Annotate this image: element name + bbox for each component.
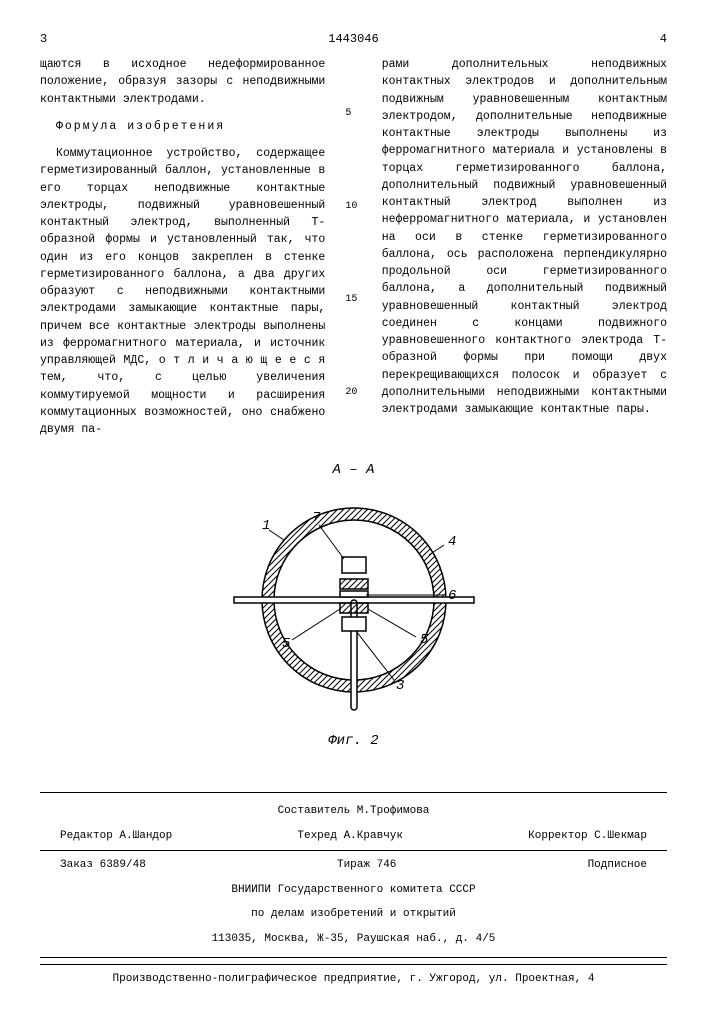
bottom-line: Производственно-полиграфическое предприя…: [40, 964, 667, 988]
techred: Техред А.Кравчук: [297, 828, 403, 845]
fig-num-7: 7: [312, 510, 321, 526]
figure-caption: Фиг. 2: [40, 731, 667, 752]
line-number-gutter: 5 10 15 20: [345, 56, 361, 440]
editor: Редактор А.Шандор: [60, 828, 172, 845]
footer-print-row: Заказ 6389/48 Тираж 746 Подписное: [40, 853, 667, 878]
fig-num-6: 6: [448, 588, 456, 604]
footer-credits-row: Редактор А.Шандор Техред А.Кравчук Корре…: [40, 824, 667, 849]
fig-num-3: 3: [396, 678, 404, 694]
para-continuation: щаются в исходное недеформированное поло…: [40, 56, 325, 108]
line-num: 15: [345, 292, 361, 307]
right-column: рами дополнительных неподвижных контактн…: [382, 56, 667, 440]
footer-block: Составитель М.Трофимова Редактор А.Шандо…: [40, 792, 667, 958]
formula-title: Формула изобретения: [40, 118, 325, 135]
corrector: Корректор С.Шекмар: [528, 828, 647, 845]
fig-num-5a: 5: [282, 636, 291, 652]
page-num-right: 4: [637, 30, 667, 48]
para-claim: Коммутационное устройство, содержащее ге…: [40, 145, 325, 438]
org1: ВНИИПИ Государственного комитета СССР: [40, 878, 667, 903]
figure-svg: 1 7 4 6 5 5 3: [224, 485, 484, 725]
line-num: 5: [345, 106, 361, 121]
text-columns: щаются в исходное недеформированное поло…: [40, 56, 667, 440]
line-num: 20: [345, 385, 361, 400]
left-column: щаются в исходное недеформированное поло…: [40, 56, 325, 440]
line-num: 10: [345, 199, 361, 214]
page-num-left: 3: [40, 30, 70, 48]
composer: Составитель М.Трофимова: [40, 799, 667, 824]
fig-num-5b: 5: [420, 632, 429, 648]
fig-num-1: 1: [262, 518, 270, 534]
divider: [40, 850, 667, 851]
page-header: 3 1443046 4: [40, 30, 667, 48]
doc-number: 1443046: [70, 30, 637, 48]
tirazh: Тираж 746: [337, 857, 396, 874]
fig-num-4: 4: [448, 534, 456, 550]
order: Заказ 6389/48: [60, 857, 146, 874]
signed: Подписное: [588, 857, 647, 874]
org2: по делам изобретений и открытий: [40, 902, 667, 927]
figure-2: А – А 1 7 4 6 5 5 3 Ф: [40, 460, 667, 752]
para-claim-cont: рами дополнительных неподвижных контактн…: [382, 56, 667, 418]
addr: 113035, Москва, Ж-35, Раушская наб., д. …: [40, 927, 667, 952]
section-label: А – А: [40, 460, 667, 481]
